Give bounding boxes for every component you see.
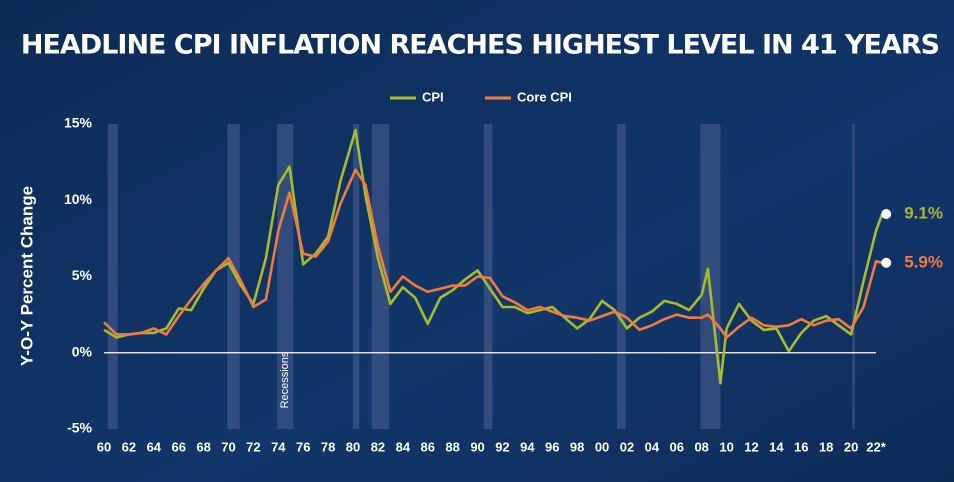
recession-band — [353, 124, 360, 429]
recession-band — [852, 124, 855, 429]
end-dot — [881, 257, 892, 268]
x-tick-label: 86 — [421, 439, 435, 454]
series-line — [103, 168, 883, 339]
x-tick-label: 08 — [694, 439, 708, 454]
legend-label: CPI — [422, 89, 444, 104]
y-axis-label: Y-O-Y Percent Change — [17, 186, 36, 366]
x-tick-label: 74 — [271, 439, 286, 454]
x-tick-label: 68 — [196, 439, 210, 454]
y-tick-label: 5% — [72, 267, 93, 283]
x-tick-label: 72 — [246, 439, 260, 454]
x-tick-label: 62 — [122, 439, 136, 454]
x-tick-label: 92 — [495, 439, 509, 454]
y-tick-label: 15% — [64, 115, 93, 131]
x-tick-label: 96 — [545, 439, 559, 454]
y-tick-label: 10% — [64, 191, 93, 207]
x-tick-label: 82 — [371, 439, 385, 454]
x-tick-label: 06 — [670, 439, 684, 454]
annotation: Recessions — [279, 351, 291, 408]
x-tick-label: 98 — [570, 439, 584, 454]
recession-band — [107, 124, 118, 429]
legend-label: Core CPI — [517, 89, 572, 104]
y-tick-label: -5% — [67, 420, 92, 436]
x-tick-label: 10 — [719, 439, 733, 454]
x-tick-label: 04 — [645, 439, 660, 454]
x-tick-label: 18 — [819, 439, 833, 454]
x-tick-label: 20 — [844, 439, 858, 454]
recession-band — [617, 124, 626, 429]
x-tick-label: 12 — [744, 439, 758, 454]
series-line — [103, 128, 884, 385]
end-label: 9.1% — [904, 203, 943, 222]
end-label: 5.9% — [904, 252, 943, 271]
y-tick-label: 0% — [72, 343, 93, 359]
x-tick-label: 78 — [321, 439, 335, 454]
end-dot — [881, 208, 892, 219]
x-tick-label: 76 — [296, 439, 310, 454]
x-tick-label: 16 — [794, 439, 808, 454]
recession-band — [700, 124, 721, 429]
x-tick-label: 80 — [346, 439, 360, 454]
x-tick-label: 14 — [769, 439, 784, 454]
x-tick-label: 88 — [445, 439, 459, 454]
x-tick-label: 02 — [620, 439, 634, 454]
x-tick-label: 22* — [866, 439, 886, 454]
x-tick-label: 60 — [97, 439, 111, 454]
x-tick-label: 70 — [221, 439, 235, 454]
x-tick-label: 00 — [595, 439, 609, 454]
chart-title: HEADLINE CPI INFLATION REACHES HIGHEST L… — [21, 30, 939, 61]
x-tick-label: 84 — [396, 439, 411, 454]
x-tick-label: 90 — [470, 439, 484, 454]
x-tick-label: 64 — [147, 439, 162, 454]
x-tick-label: 66 — [171, 439, 185, 454]
x-tick-label: 94 — [520, 439, 535, 454]
